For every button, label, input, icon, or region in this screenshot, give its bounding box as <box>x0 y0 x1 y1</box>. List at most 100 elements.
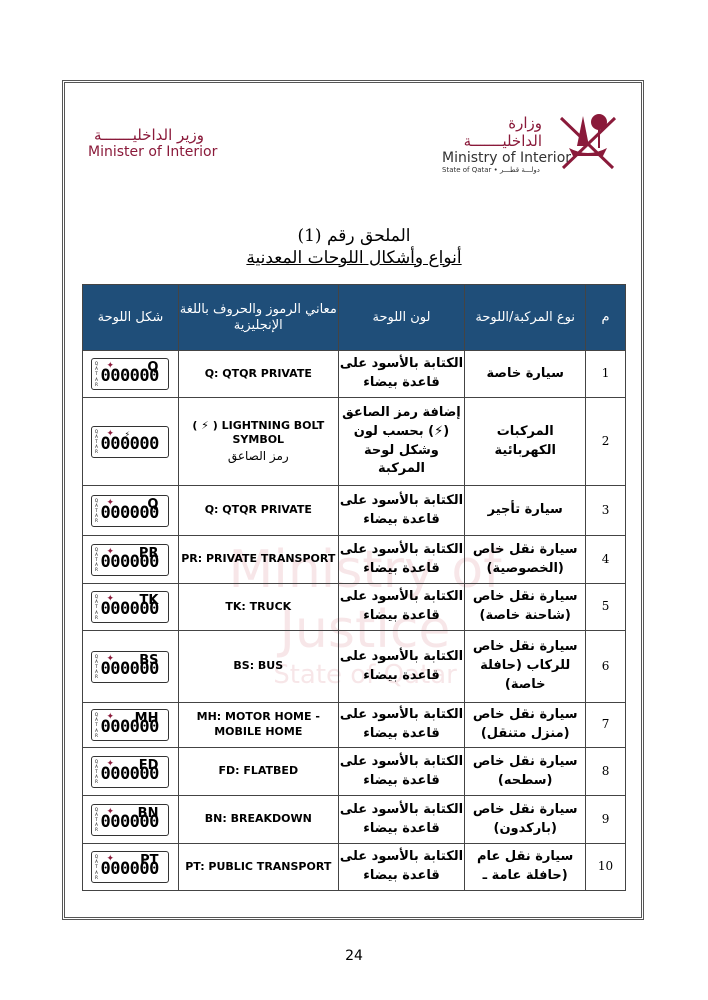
symbol-meaning: BN: BREAKDOWN <box>177 795 339 844</box>
plate-shape: Q A T A R ✦ Q 000000 <box>82 350 179 398</box>
ministry-logo: وزارة الداخليـــــــة Ministry of Interi… <box>442 114 571 174</box>
plates-table: م نوع المركبة/اللوحة لون اللوحة معاني ال… <box>82 284 626 891</box>
plate-color: إضافة رمز الصاعق (⚡) بحسب لون وشكل لوحة … <box>337 397 466 486</box>
plate-code: Q <box>147 496 159 512</box>
row-number: 7 <box>585 702 626 748</box>
meaning-en: BN: BREAKDOWN <box>204 812 312 826</box>
plate-shape: Q A T A R ✦ PR 000000 <box>82 535 179 584</box>
symbol-meaning: TK: TRUCK <box>177 583 339 631</box>
table-row: 2 المركبات الكهربائية إضافة رمز الصاعق (⚡)… <box>82 397 626 486</box>
plate-number: 000000 <box>100 763 159 784</box>
table-row: 4 سيارة نقل خاص (الخصوصية) الكتابة بالأسود… <box>82 535 626 584</box>
symbol-meaning: Q: QTQR PRIVATE <box>177 485 339 536</box>
table-row: 8 سيارة نقل خاص (سطحه) الكتابة بالأسود على… <box>82 747 626 796</box>
plate-emblem-icon: ✦ <box>106 546 115 557</box>
plate-code: TK <box>139 593 159 608</box>
row-number: 8 <box>585 747 626 796</box>
vehicle-type: سيارة نقل خاص (شاحنة خاصة) <box>464 583 587 631</box>
vehicle-type: سيارة نقل خاص (باركدون) <box>464 795 587 844</box>
meaning-en: TK: TRUCK <box>225 599 292 613</box>
symbol-meaning: Q: QTQR PRIVATE <box>177 350 339 398</box>
row-number: 9 <box>585 795 626 844</box>
plate-emblem-icon: ✦ <box>106 361 115 371</box>
minister-en: Minister of Interior <box>88 144 218 160</box>
vehicle-type: المركبات الكهربائية <box>464 397 587 486</box>
plate-number: 000000 <box>100 551 159 572</box>
plate-image: Q A T A R ✦ MH 000000 <box>91 709 170 741</box>
table-row: 5 سيارة نقل خاص (شاحنة خاصة) الكتابة بالأس… <box>82 583 626 631</box>
plate-number: 000000 <box>100 717 159 738</box>
plate-color: الكتابة بالأسود على قاعدة بيضاء <box>337 795 466 844</box>
table-row: 10 سيارة نقل عام (حافلة عامة ـ الكتابة بال… <box>82 843 626 891</box>
plate-image: Q A T A R ✦ FD 000000 <box>91 755 170 788</box>
state-label: State of Qatar • دولـــة قطـــر <box>442 166 540 174</box>
plate-image: Q A T A R ✦ PR 000000 <box>91 543 170 576</box>
page-frame <box>62 80 644 920</box>
plate-code: BN <box>137 805 159 821</box>
plate-code: PT <box>140 853 159 868</box>
table-row: 9 سيارة نقل خاص (باركدون) الكتابة بالأسود … <box>82 795 626 844</box>
row-number: 2 <box>585 397 626 486</box>
row-number: 5 <box>585 583 626 631</box>
plate-number: 000000 <box>100 811 159 832</box>
meaning-en: Q: QTQR PRIVATE <box>204 503 312 517</box>
table-row: 3 سيارة تأجير الكتابة بالأسود على قاعدة بي… <box>82 485 626 536</box>
symbol-meaning: BS: BUS <box>177 630 339 703</box>
annex-subtitle: أنواع وأشكال اللوحات المعدنية <box>246 248 462 268</box>
plate-shape: Q A T A R ✦ BS 000000 <box>82 630 179 703</box>
plate-emblem-icon: ✦ <box>106 712 115 722</box>
table-row: 1 سيارة خاصة الكتابة بالأسود على قاعدة بيض… <box>82 350 626 398</box>
annex-title: الملحق رقم (1) <box>297 226 411 246</box>
plate-shape: Q A T A R ✦ MH 000000 <box>82 702 179 748</box>
col-type: نوع المركبة/اللوحة <box>464 284 587 351</box>
row-number: 1 <box>585 350 626 398</box>
plate-shape: Q A T A R ✦ TK 000000 <box>82 583 179 631</box>
row-number: 4 <box>585 535 626 584</box>
plate-image: Q A T A R ✦ ⚡ 000000 <box>91 425 170 458</box>
plate-color: الكتابة بالأسود على قاعدة بيضاء <box>337 702 466 748</box>
vehicle-type: سيارة نقل خاص (منزل متنقل) <box>464 702 587 748</box>
vehicle-type: سيارة نقل خاص (الخصوصية) <box>464 535 587 584</box>
plate-color: الكتابة بالأسود على قاعدة بيضاء <box>337 583 466 631</box>
plate-number: 000000 <box>100 859 159 880</box>
plate-emblem-icon: ✦ <box>106 428 115 439</box>
qatar-emblem-icon <box>559 114 617 170</box>
plate-emblem-icon: ✦ <box>106 497 115 508</box>
symbol-meaning: MH: MOTOR HOME - MOBILE HOME <box>177 702 339 748</box>
vehicle-type: سيارة نقل خاص للركاب (حافلة خاصة) <box>464 630 587 703</box>
row-number: 6 <box>585 630 626 703</box>
meaning-en: ( ⚡ ) LIGHTNING BOLT SYMBOL <box>192 418 325 447</box>
plate-image: Q A T A R ✦ BS 000000 <box>91 650 170 683</box>
symbol-meaning: ( ⚡ ) LIGHTNING BOLT SYMBOL رمز الصاعق <box>177 397 339 486</box>
table-row: 6 سيارة نقل خاص للركاب (حافلة خاصة) الكتاب… <box>82 630 626 703</box>
plate-color: الكتابة بالأسود على قاعدة بيضاء <box>337 843 466 891</box>
plate-code: ⚡ <box>124 429 131 439</box>
plate-color: الكتابة بالأسود على قاعدة بيضاء <box>337 485 466 536</box>
plate-code: PR <box>138 545 159 561</box>
plate-emblem-icon: ✦ <box>106 653 115 664</box>
plate-emblem-icon: ✦ <box>106 806 115 817</box>
plate-code: Q <box>147 360 159 375</box>
meaning-en: FD: FLATBED <box>218 764 299 778</box>
plate-color: الكتابة بالأسود على قاعدة بيضاء <box>337 350 466 398</box>
plate-shape: Q A T A R ✦ BN 000000 <box>82 795 179 844</box>
vehicle-type: سيارة تأجير <box>464 485 587 536</box>
plate-number: 000000 <box>100 599 159 620</box>
col-number: م <box>585 284 626 351</box>
vehicle-type: سيارة نقل عام (حافلة عامة ـ <box>464 843 587 891</box>
meaning-en: PR: PRIVATE TRANSPORT <box>181 552 336 566</box>
plate-image: Q A T A R ✦ PT 000000 <box>91 851 170 883</box>
plate-number: 000000 <box>100 502 159 523</box>
minister-ar: وزير الداخليـــــــة <box>93 126 204 144</box>
col-meaning: معاني الرموز والحروف باللغة الإنجليزية <box>177 284 339 351</box>
meaning-en: BS: BUS <box>233 659 284 673</box>
plate-shape: Q A T A R ✦ Q 000000 <box>82 485 179 536</box>
